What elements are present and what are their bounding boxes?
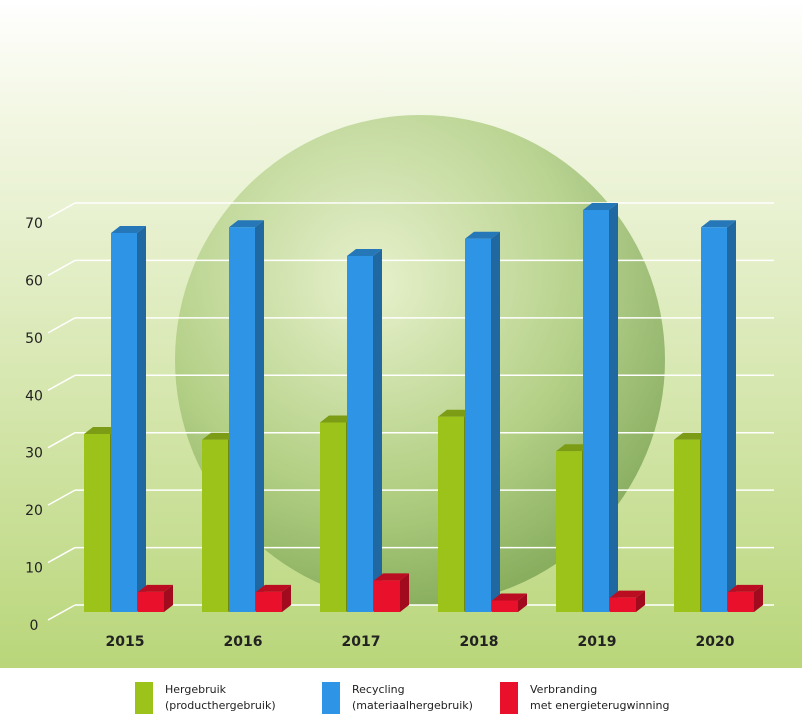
bar: [701, 227, 727, 612]
legend-label: Hergebruik (producthergebruik): [165, 683, 276, 712]
bar-top: [701, 220, 736, 228]
bar-top: [492, 593, 527, 601]
bar-top: [374, 573, 409, 581]
chart: 0 10 20 30 40 50 60 70 2015 2016 2017 2018 2019 2020: [0, 0, 802, 668]
x-tick-label: 2020: [696, 634, 735, 650]
globe: [175, 115, 665, 605]
bar: [556, 451, 582, 612]
y-tick-label: 40: [25, 388, 43, 404]
bar-top: [438, 409, 473, 417]
bar: [674, 439, 700, 612]
grid-line: [47, 432, 76, 449]
bar: [438, 416, 464, 612]
bar-top: [556, 444, 591, 452]
legend: Hergebruik (producthergebruik) Recycling …: [0, 668, 802, 720]
y-tick-label: 70: [25, 216, 43, 232]
bar-side: [164, 584, 173, 612]
bar-side: [137, 225, 146, 612]
bar: [202, 439, 228, 612]
bar-side: [373, 248, 382, 612]
bar-side: [727, 220, 736, 612]
bar-top: [728, 584, 763, 592]
grid-line: [47, 202, 76, 219]
bar-top: [610, 590, 645, 598]
bar-side: [636, 590, 645, 612]
bar-top: [674, 432, 709, 440]
bar: [374, 580, 400, 612]
y-tick-label: 20: [25, 503, 43, 519]
bar-side: [754, 584, 763, 612]
bar: [492, 600, 518, 612]
bar-top: [465, 231, 500, 239]
grid-line: [47, 374, 76, 391]
bar-top: [84, 426, 119, 434]
y-tick-label: 50: [25, 331, 43, 347]
bar-side: [518, 593, 527, 612]
grid-line: [47, 604, 76, 621]
bar-side: [400, 573, 409, 612]
legend-swatch: [322, 682, 340, 714]
bar-side: [282, 584, 291, 612]
y-tick-label: 30: [25, 446, 43, 462]
legend-swatch: [135, 682, 153, 714]
bar-top: [229, 220, 264, 228]
grid-line: [47, 317, 76, 334]
legend-item: Hergebruik (producthergebruik): [135, 682, 276, 714]
bar: [728, 591, 754, 612]
legend-label: Verbranding met energieterugwinning: [530, 683, 670, 712]
bar: [229, 227, 255, 612]
bar-top: [347, 248, 382, 256]
x-tick-label: 2019: [578, 634, 617, 650]
bar-side: [255, 220, 264, 612]
grid-line: [47, 546, 76, 564]
bar: [465, 238, 491, 612]
x-tick-label: 2018: [460, 634, 499, 650]
legend-swatch: [500, 682, 518, 714]
bar: [347, 255, 373, 612]
bar: [256, 591, 282, 612]
y-tick-label: 0: [30, 618, 39, 634]
bar-top: [256, 584, 291, 592]
bar: [111, 232, 137, 612]
legend-item: Verbranding met energieterugwinning: [500, 682, 670, 714]
y-tick-label: 60: [25, 273, 43, 289]
bar: [84, 433, 110, 612]
bar-top: [138, 584, 173, 592]
grid-line: [47, 489, 76, 506]
x-tick-label: 2017: [342, 634, 381, 650]
x-tick-label: 2016: [224, 634, 263, 650]
legend-label: Recycling (materiaalhergebruik): [352, 683, 473, 712]
x-tick-label: 2015: [106, 634, 145, 650]
bar-side: [609, 203, 618, 612]
bar-top: [111, 225, 146, 233]
bar: [320, 422, 346, 612]
legend-item: Recycling (materiaalhergebruik): [322, 682, 473, 714]
bar-top: [202, 432, 237, 440]
bar-top: [583, 203, 618, 210]
bar: [583, 210, 609, 612]
bar: [610, 597, 636, 612]
y-tick-label: 10: [25, 561, 43, 577]
bar: [138, 591, 164, 612]
bar-side: [491, 231, 500, 612]
bar-top: [320, 415, 355, 423]
grid-line: [47, 259, 76, 277]
